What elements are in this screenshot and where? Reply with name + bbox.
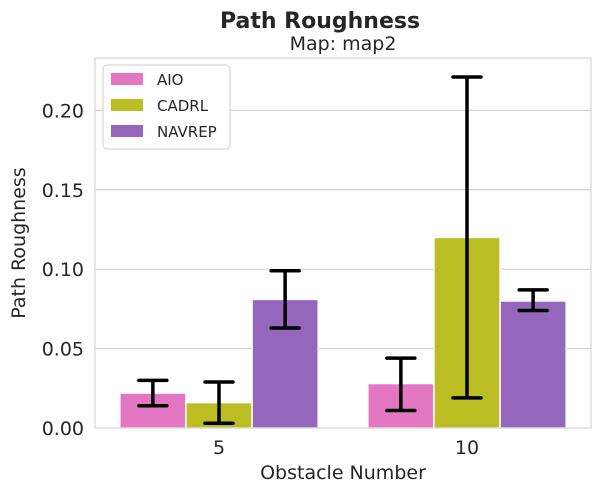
legend-swatch: [111, 73, 143, 85]
y-tick-label: 0.10: [42, 259, 84, 281]
x-tick-label: 10: [455, 437, 479, 459]
legend-label: NAVREP: [157, 123, 217, 141]
x-tick-label: 5: [213, 437, 225, 459]
x-ticks: 5 10: [213, 437, 479, 459]
legend-swatch: [111, 125, 143, 137]
chart-subtitle: Map: map2: [290, 33, 397, 55]
bar: [499, 300, 567, 429]
y-tick-label: 0.15: [42, 180, 84, 202]
legend-label: AIO: [157, 71, 184, 89]
chart-title: Path Roughness: [220, 9, 420, 34]
legend-swatch: [111, 99, 143, 111]
x-axis-label: Obstacle Number: [260, 462, 426, 484]
y-axis-label: Path Roughness: [8, 167, 30, 318]
plot-frame: [94, 57, 592, 429]
y-tick-label: 0.00: [42, 418, 84, 440]
y-ticks: 0.00 0.05 0.10 0.15 0.20: [42, 100, 84, 440]
legend: AIO CADRL NAVREP: [102, 64, 231, 150]
bars: [119, 236, 567, 429]
y-tick-label: 0.05: [42, 339, 84, 361]
legend-label: CADRL: [157, 97, 209, 115]
y-tick-label: 0.20: [42, 100, 84, 122]
error-bars: [137, 75, 549, 425]
